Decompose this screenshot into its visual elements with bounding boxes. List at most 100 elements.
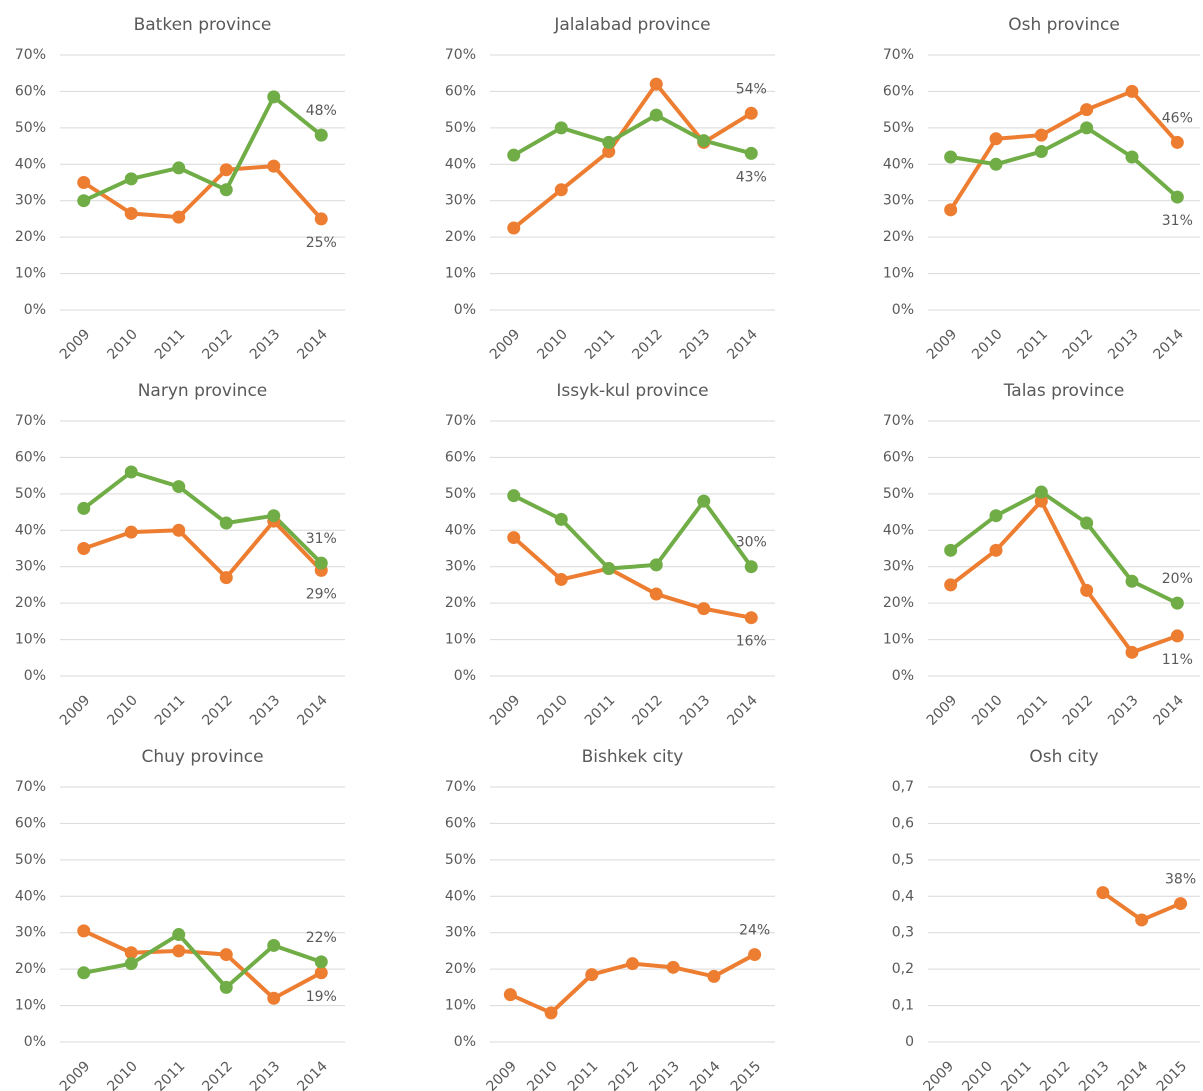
x-tick-label: 2011 xyxy=(582,326,619,363)
data-point xyxy=(267,159,281,173)
x-tick-label: 2013 xyxy=(677,326,714,363)
y-tick-label: 0,4 xyxy=(892,888,914,904)
data-point xyxy=(219,183,233,197)
data-point xyxy=(1170,190,1184,204)
data-point xyxy=(666,960,680,974)
data-point xyxy=(314,955,328,969)
x-tick-label: 2009 xyxy=(487,692,524,729)
y-tick-label: 0,2 xyxy=(892,961,914,977)
y-tick-label: 30% xyxy=(15,559,46,575)
y-tick-label: 10% xyxy=(883,266,914,282)
data-point xyxy=(124,206,138,220)
y-tick-label: 0% xyxy=(24,668,46,684)
y-tick-label: 50% xyxy=(883,486,914,502)
x-tick-label: 2013 xyxy=(247,326,284,363)
data-point xyxy=(219,163,233,177)
data-point xyxy=(602,562,616,576)
data-point xyxy=(1034,128,1048,142)
x-tick-label: 2009 xyxy=(483,1058,520,1091)
data-point xyxy=(1080,516,1094,530)
x-tick-label: 2010 xyxy=(104,326,141,363)
series-line xyxy=(82,470,323,565)
data-point xyxy=(989,157,1003,171)
data-point xyxy=(219,980,233,994)
data-label: 31% xyxy=(1162,213,1193,229)
y-tick-label: 20% xyxy=(15,595,46,611)
y-tick-label: 20% xyxy=(15,229,46,245)
x-tick-label: 2012 xyxy=(199,326,236,363)
x-tick-label: 2010 xyxy=(104,1058,141,1091)
y-tick-label: 30% xyxy=(15,925,46,941)
y-tick-label: 70% xyxy=(15,779,46,795)
y-tick-label: 0,1 xyxy=(892,998,914,1014)
data-point xyxy=(554,512,568,526)
data-point xyxy=(172,944,186,958)
data-point xyxy=(507,489,521,503)
y-tick-label: 30% xyxy=(883,193,914,209)
y-tick-label: 40% xyxy=(15,522,46,538)
x-tick-label: 2014 xyxy=(1150,326,1187,363)
data-point xyxy=(1125,150,1139,164)
data-point xyxy=(649,587,663,601)
data-label: 46% xyxy=(1162,110,1193,126)
data-point xyxy=(1135,913,1149,927)
y-tick-label: 0 xyxy=(905,1034,914,1050)
data-point xyxy=(944,203,958,217)
data-label: 16% xyxy=(736,634,767,650)
data-point xyxy=(944,543,958,557)
data-label: 25% xyxy=(306,235,337,251)
data-point xyxy=(77,966,91,980)
data-point xyxy=(503,988,517,1002)
y-tick-label: 10% xyxy=(445,266,476,282)
x-tick-label: 2009 xyxy=(487,326,524,363)
x-tick-label: 2010 xyxy=(524,1058,561,1091)
data-point xyxy=(1170,629,1184,643)
data-label: 31% xyxy=(306,531,337,547)
x-tick-label: 2013 xyxy=(247,692,284,729)
data-point xyxy=(1080,103,1094,117)
series-line xyxy=(949,499,1179,655)
y-tick-label: 70% xyxy=(15,413,46,429)
data-point xyxy=(585,968,599,982)
x-tick-label: 2012 xyxy=(1060,326,1097,363)
x-tick-label: 2012 xyxy=(629,326,666,363)
x-tick-label: 2015 xyxy=(1154,1058,1191,1091)
data-point xyxy=(172,480,186,494)
data-point xyxy=(77,924,91,938)
data-point xyxy=(649,558,663,572)
x-tick-label: 2015 xyxy=(728,1058,765,1091)
y-tick-label: 40% xyxy=(445,156,476,172)
y-tick-label: 50% xyxy=(15,120,46,136)
y-tick-label: 30% xyxy=(445,193,476,209)
chart-title: Talas province xyxy=(1003,381,1125,401)
series-line xyxy=(948,89,1179,211)
x-tick-label: 2012 xyxy=(199,692,236,729)
x-tick-label: 2009 xyxy=(57,326,94,363)
data-point xyxy=(944,150,958,164)
y-tick-label: 10% xyxy=(15,266,46,282)
data-point xyxy=(744,106,758,120)
x-tick-label: 2013 xyxy=(1105,692,1142,729)
chart-title: Jalalabad province xyxy=(553,15,710,35)
x-tick-label: 2013 xyxy=(646,1058,683,1091)
data-point xyxy=(124,465,138,479)
x-tick-label: 2009 xyxy=(924,326,961,363)
series-line xyxy=(950,125,1179,199)
x-tick-label: 2014 xyxy=(294,1058,331,1091)
y-tick-label: 0% xyxy=(454,668,476,684)
x-tick-label: 2010 xyxy=(534,326,571,363)
data-label: 19% xyxy=(306,989,337,1005)
x-tick-label: 2012 xyxy=(629,692,666,729)
data-point xyxy=(989,509,1003,523)
x-tick-label: 2014 xyxy=(294,326,331,363)
x-tick-label: 2011 xyxy=(1014,692,1051,729)
y-tick-label: 70% xyxy=(883,413,914,429)
y-tick-label: 60% xyxy=(15,815,46,831)
y-tick-label: 20% xyxy=(445,229,476,245)
y-tick-label: 50% xyxy=(445,486,476,502)
x-tick-label: 2013 xyxy=(1105,326,1142,363)
x-tick-label: 2014 xyxy=(687,1058,724,1091)
data-point xyxy=(77,194,91,208)
y-tick-label: 50% xyxy=(445,852,476,868)
series-line xyxy=(82,164,323,221)
